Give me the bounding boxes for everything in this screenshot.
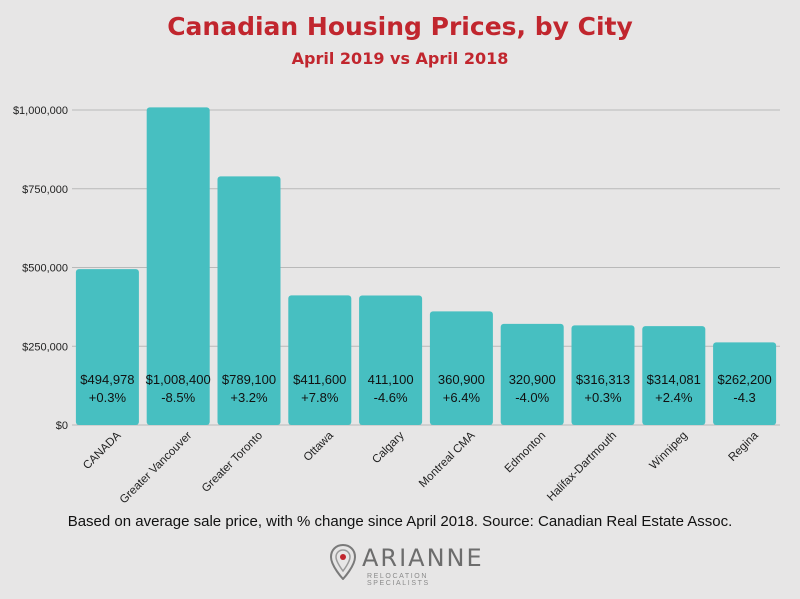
bar-value-label: $789,100 [222, 372, 276, 387]
logo-name: ARIANNE [362, 544, 484, 572]
chart-subtitle: April 2019 vs April 2018 [291, 49, 509, 68]
bar-change-label: +0.3% [89, 390, 127, 405]
x-tick-label: Montreal CMA [417, 429, 478, 490]
bar [429, 311, 493, 425]
y-tick-label: $0 [56, 420, 68, 432]
bar-value-label: $314,081 [647, 372, 701, 387]
bar [217, 176, 281, 425]
chart-title: Canadian Housing Prices, by City [167, 12, 633, 41]
bar-change-label: +0.3% [584, 390, 622, 405]
bar-value-label: $316,313 [576, 372, 630, 387]
bar-value-label: 360,900 [438, 372, 485, 387]
bar [75, 269, 139, 425]
bar-value-label: $1,008,400 [146, 372, 211, 387]
bar [288, 295, 352, 425]
x-tick-label: Greater Vancouver [118, 430, 195, 507]
bar-change-label: +7.8% [301, 390, 339, 405]
bar-change-label: +2.4% [655, 390, 693, 405]
bar [571, 325, 635, 425]
company-logo: ARIANNE RELOCATION SPECIALISTS [330, 544, 490, 588]
x-tick-label: Regina [726, 429, 761, 464]
logo-tagline: RELOCATION SPECIALISTS [367, 573, 430, 587]
bar-value-label: $411,600 [293, 372, 346, 387]
bar-change-label: +3.2% [230, 390, 268, 405]
x-tick-label: CANADA [81, 429, 124, 472]
bar-value-label: $262,200 [717, 372, 771, 387]
x-tick-label: Edmonton [503, 430, 549, 476]
bar [713, 342, 777, 425]
bar [146, 107, 210, 425]
bar-value-label: 320,900 [509, 372, 556, 387]
y-tick-label: $500,000 [22, 263, 68, 275]
x-tick-label: Greater Toronto [200, 430, 265, 495]
bar [642, 326, 706, 425]
bar-change-label: -4.3 [733, 390, 755, 405]
bar [359, 295, 423, 425]
bar-change-label: -8.5% [161, 390, 195, 405]
y-tick-label: $250,000 [22, 341, 68, 353]
bar-change-label: -4.6% [374, 390, 408, 405]
bar-value-label: 411,100 [368, 372, 414, 387]
x-tick-label: Halifax-Dartmouth [545, 430, 619, 504]
location-pin-icon [330, 544, 356, 580]
y-tick-label: $750,000 [22, 184, 68, 196]
x-tick-label: Calgary [370, 429, 407, 466]
source-footnote: Based on average sale price, with % chan… [67, 513, 733, 530]
bar-value-label: $494,978 [80, 372, 134, 387]
x-tick-label: Winnipeg [648, 430, 690, 472]
x-tick-label: Ottawa [302, 429, 337, 464]
y-tick-label: $1,000,000 [13, 105, 68, 117]
bar-change-label: -4.0% [515, 390, 549, 405]
bar-change-label: +6.4% [443, 390, 481, 405]
bar [500, 323, 564, 425]
